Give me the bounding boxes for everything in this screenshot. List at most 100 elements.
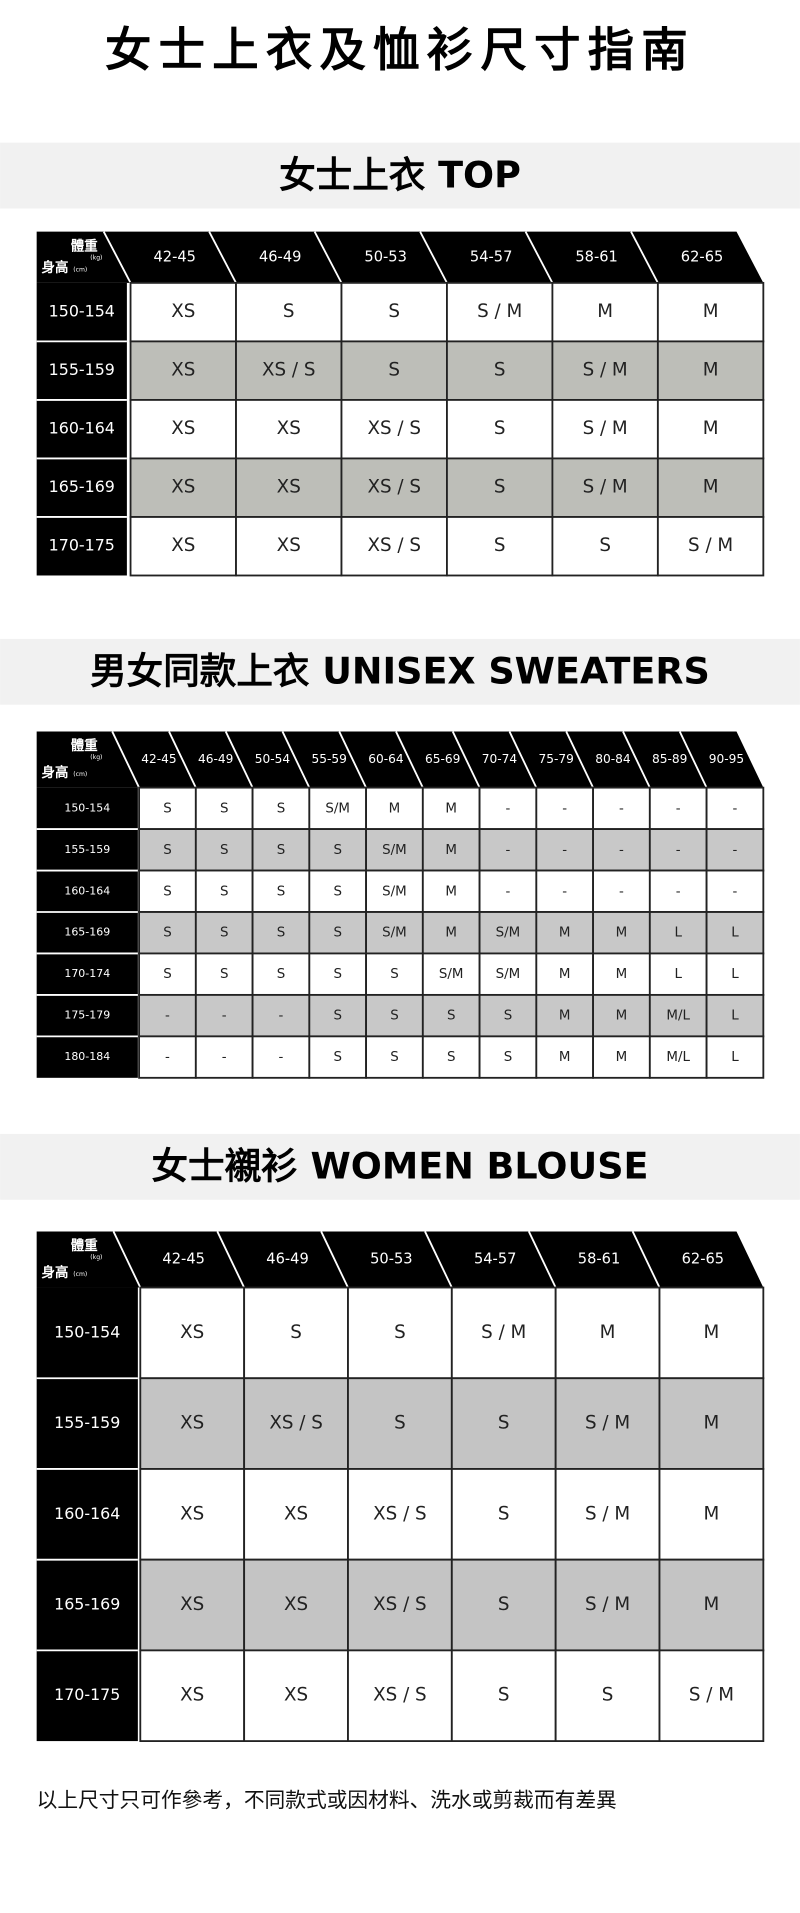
cell-value: S xyxy=(498,1413,510,1434)
corner-weight-unit: (kg) xyxy=(90,754,102,761)
table-cell xyxy=(251,869,311,913)
cell-value: M xyxy=(703,301,719,322)
row-label: 165-169 xyxy=(49,477,115,496)
header-divider xyxy=(313,231,343,284)
cell-value: S xyxy=(277,843,286,858)
cell-value: S xyxy=(494,360,506,381)
cell-value: S xyxy=(498,1503,510,1524)
table-cell xyxy=(347,1377,453,1470)
label-column xyxy=(36,282,127,576)
header-divider xyxy=(102,231,132,284)
cell-value: S xyxy=(277,967,286,982)
section-band xyxy=(0,1133,800,1200)
table-cell xyxy=(365,828,424,872)
column-label: 42-45 xyxy=(153,248,196,265)
cell-value: - xyxy=(279,1009,284,1024)
header-divider xyxy=(320,1231,349,1288)
table-cell xyxy=(243,1468,349,1561)
table-cell xyxy=(251,952,311,996)
table-cell xyxy=(535,828,594,872)
cell-value: M xyxy=(703,418,719,439)
cell-value: XS / S xyxy=(367,477,420,498)
header-divider xyxy=(678,731,708,789)
cell-value: M xyxy=(704,1503,720,1524)
column-label: 55-59 xyxy=(311,752,346,766)
cell-value: S / M xyxy=(583,360,628,381)
table-cell xyxy=(656,281,765,343)
header-divider xyxy=(281,731,311,789)
table-cell xyxy=(450,1649,557,1743)
cell-value: S / M xyxy=(689,1685,734,1706)
cell-value: - xyxy=(676,843,681,858)
cell-value: M/L xyxy=(666,1009,690,1024)
cell-value: S / M xyxy=(583,418,628,439)
cell-value: - xyxy=(733,884,738,899)
cell-value: S xyxy=(494,535,506,556)
cell-value: - xyxy=(733,843,738,858)
corner-weight: 體重 xyxy=(71,737,98,754)
header-divider xyxy=(111,731,140,789)
label-column xyxy=(36,1287,138,1742)
table-cell xyxy=(450,1468,557,1561)
table-cell xyxy=(347,1649,453,1743)
table-cell xyxy=(243,1649,349,1743)
table-cell xyxy=(340,457,448,518)
column-label: 65-69 xyxy=(425,752,460,766)
cell-value: S xyxy=(394,1413,406,1434)
column-label: 62-65 xyxy=(682,1250,725,1267)
cell-value: S xyxy=(599,535,611,556)
table-cell xyxy=(251,828,311,872)
cell-value: XS xyxy=(180,1685,204,1706)
cell-value: - xyxy=(506,801,511,816)
table-cell xyxy=(554,1377,661,1470)
corner-height: 身高 xyxy=(42,259,69,276)
table-cell xyxy=(450,1558,557,1652)
column-label: 54-57 xyxy=(474,1250,516,1267)
cell-value: - xyxy=(165,1009,170,1024)
table-cell xyxy=(138,952,197,996)
table-cell xyxy=(340,340,448,401)
cell-value: S xyxy=(163,884,172,899)
table-cell xyxy=(656,516,765,577)
table-cell xyxy=(365,911,424,955)
cell-value: S/M xyxy=(496,926,521,941)
cell-value: S xyxy=(447,1050,456,1065)
header-divider xyxy=(508,731,538,789)
cell-value: S xyxy=(163,926,172,941)
header-divider xyxy=(565,731,594,789)
header-divider xyxy=(338,731,367,789)
label-column xyxy=(36,787,138,1078)
corner-height-unit: (cm) xyxy=(73,771,87,778)
cell-value: S / M xyxy=(583,477,628,498)
cell-value: XS xyxy=(284,1685,308,1706)
cell-value: - xyxy=(562,801,567,816)
cell-value: XS / S xyxy=(367,535,420,556)
table-cell xyxy=(478,828,538,872)
table-cell xyxy=(554,1468,661,1561)
cell-value: XS xyxy=(277,535,301,556)
column-label: 58-61 xyxy=(578,1250,621,1267)
cell-value: S / M xyxy=(481,1322,526,1343)
column-label: 54-57 xyxy=(470,248,512,265)
corner-weight-unit: (kg) xyxy=(90,1254,102,1261)
cell-value: M xyxy=(559,1050,571,1065)
column-label: 90-95 xyxy=(709,752,744,766)
cell-value: S / M xyxy=(688,535,733,556)
table-cell xyxy=(648,786,708,831)
table-cell xyxy=(194,1035,254,1079)
cell-value: M xyxy=(597,301,613,322)
cell-value: S xyxy=(220,926,229,941)
cell-value: XS / S xyxy=(262,360,315,381)
cell-value: M xyxy=(445,801,457,816)
cell-value: L xyxy=(674,926,682,941)
row-label: 180-184 xyxy=(64,1050,110,1063)
row-label: 175-179 xyxy=(64,1009,110,1022)
cell-value: S xyxy=(163,843,172,858)
cell-value: L xyxy=(674,967,682,982)
column-label: 58-61 xyxy=(575,248,618,265)
header-divider xyxy=(622,731,651,789)
cell-value: M xyxy=(616,967,628,982)
cell-value: XS xyxy=(180,1594,204,1615)
section-heading: 女士襯衫 WOMEN BLOUSE xyxy=(151,1145,648,1188)
cell-value: XS / S xyxy=(269,1413,322,1434)
